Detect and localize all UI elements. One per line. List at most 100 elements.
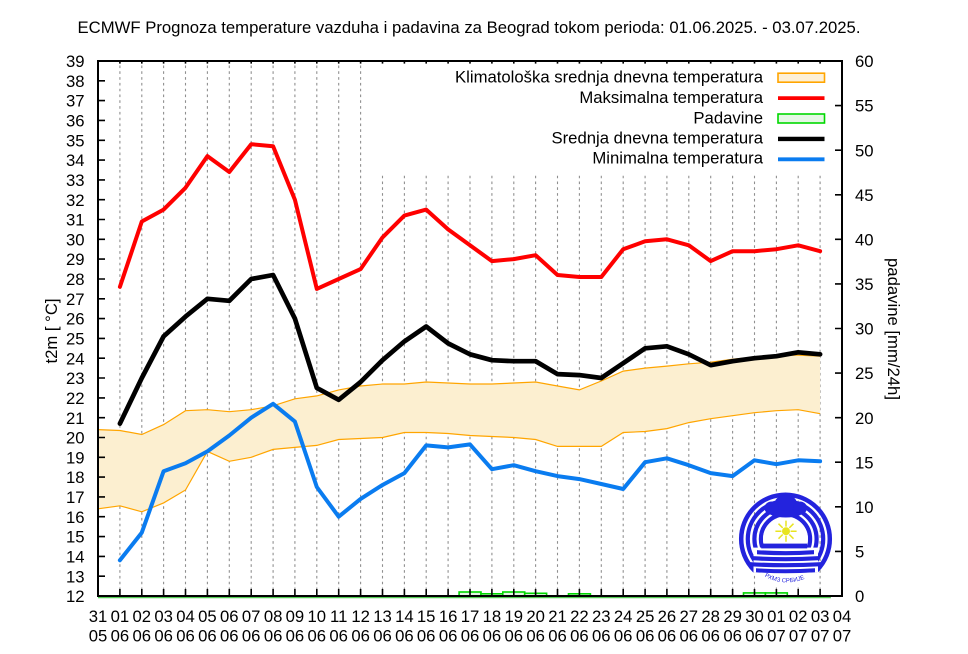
svg-text:18: 18 [66, 468, 85, 487]
svg-text:37: 37 [66, 92, 85, 111]
svg-text:27: 27 [680, 607, 699, 626]
svg-text:03: 03 [811, 607, 830, 626]
svg-text:04: 04 [176, 607, 195, 626]
svg-text:06: 06 [417, 627, 436, 646]
svg-text:31: 31 [66, 211, 85, 230]
svg-text:06: 06 [658, 627, 677, 646]
svg-text:t2m [ °C]: t2m [ °C] [42, 298, 61, 363]
svg-text:Srednja dnevna temperatura: Srednja dnevna temperatura [551, 128, 763, 147]
svg-text:06: 06 [264, 627, 283, 646]
svg-text:06: 06 [570, 627, 589, 646]
svg-text:Klimatološka srednja dnevna te: Klimatološka srednja dnevna temperatura [455, 68, 764, 87]
svg-text:05: 05 [198, 607, 217, 626]
svg-text:23: 23 [592, 607, 611, 626]
svg-text:06: 06 [329, 627, 348, 646]
svg-text:06: 06 [220, 627, 239, 646]
svg-text:Minimalna temperatura: Minimalna temperatura [592, 149, 763, 168]
svg-text:07: 07 [811, 627, 830, 646]
svg-text:13: 13 [373, 607, 392, 626]
svg-text:Maksimalna temperatura: Maksimalna temperatura [579, 88, 763, 107]
svg-text:14: 14 [66, 548, 85, 567]
svg-text:20: 20 [855, 409, 874, 428]
svg-text:16: 16 [439, 607, 458, 626]
svg-text:35: 35 [855, 275, 874, 294]
svg-text:24: 24 [614, 607, 633, 626]
svg-text:06: 06 [373, 627, 392, 646]
svg-text:26: 26 [66, 310, 85, 329]
svg-text:45: 45 [855, 186, 874, 205]
svg-text:19: 19 [505, 607, 524, 626]
svg-text:5: 5 [855, 543, 864, 562]
svg-text:22: 22 [570, 607, 589, 626]
svg-text:50: 50 [855, 141, 874, 160]
svg-text:27: 27 [66, 290, 85, 309]
svg-text:10: 10 [855, 498, 874, 517]
svg-text:19: 19 [66, 448, 85, 467]
svg-text:15: 15 [855, 453, 874, 472]
svg-text:32: 32 [66, 191, 85, 210]
svg-text:06: 06 [111, 627, 130, 646]
svg-text:07: 07 [833, 627, 852, 646]
svg-text:06: 06 [505, 627, 524, 646]
svg-text:ECMWF Prognoza temperature vaz: ECMWF Prognoza temperature vazduha i pad… [78, 18, 861, 37]
svg-text:15: 15 [417, 607, 436, 626]
svg-text:20: 20 [66, 429, 85, 448]
svg-text:17: 17 [461, 607, 480, 626]
svg-text:03: 03 [154, 607, 173, 626]
svg-text:29: 29 [723, 607, 742, 626]
svg-text:34: 34 [66, 151, 85, 170]
svg-text:18: 18 [483, 607, 502, 626]
svg-text:06: 06 [614, 627, 633, 646]
svg-text:30: 30 [855, 320, 874, 339]
svg-text:06: 06 [176, 627, 195, 646]
svg-text:06: 06 [526, 627, 545, 646]
svg-text:60: 60 [855, 52, 874, 71]
svg-text:38: 38 [66, 72, 85, 91]
svg-text:Padavine: Padavine [693, 108, 763, 127]
svg-text:28: 28 [66, 270, 85, 289]
svg-text:06: 06 [592, 627, 611, 646]
svg-text:06: 06 [286, 627, 305, 646]
svg-text:30: 30 [66, 230, 85, 249]
svg-text:02: 02 [133, 607, 152, 626]
svg-text:35: 35 [66, 131, 85, 150]
svg-text:06: 06 [198, 627, 217, 646]
svg-text:0: 0 [855, 587, 864, 606]
svg-text:12: 12 [351, 607, 370, 626]
svg-text:55: 55 [855, 97, 874, 116]
svg-text:06: 06 [242, 627, 261, 646]
svg-text:21: 21 [548, 607, 567, 626]
svg-text:08: 08 [264, 607, 283, 626]
svg-text:20: 20 [526, 607, 545, 626]
svg-text:12: 12 [66, 587, 85, 606]
svg-text:25: 25 [66, 330, 85, 349]
svg-text:25: 25 [636, 607, 655, 626]
svg-text:07: 07 [789, 627, 808, 646]
svg-text:06: 06 [461, 627, 480, 646]
svg-text:05: 05 [89, 627, 108, 646]
svg-text:23: 23 [66, 369, 85, 388]
svg-text:29: 29 [66, 250, 85, 269]
svg-text:РХМЗ СРБИЈЕ: РХМЗ СРБИЈЕ [764, 573, 806, 585]
svg-text:36: 36 [66, 112, 85, 131]
svg-text:01: 01 [111, 607, 130, 626]
svg-text:06: 06 [701, 627, 720, 646]
svg-text:06: 06 [548, 627, 567, 646]
svg-text:26: 26 [658, 607, 677, 626]
svg-text:04: 04 [833, 607, 852, 626]
svg-text:06: 06 [133, 627, 152, 646]
svg-text:06: 06 [636, 627, 655, 646]
svg-text:11: 11 [330, 607, 347, 626]
svg-text:06: 06 [395, 627, 414, 646]
svg-text:13: 13 [66, 567, 85, 586]
svg-text:02: 02 [789, 607, 808, 626]
svg-text:07: 07 [242, 607, 261, 626]
svg-text:06: 06 [723, 627, 742, 646]
svg-text:17: 17 [66, 488, 85, 507]
svg-text:15: 15 [66, 528, 85, 547]
svg-text:24: 24 [66, 349, 85, 368]
svg-text:31: 31 [89, 607, 108, 626]
svg-text:40: 40 [855, 230, 874, 249]
svg-text:16: 16 [66, 508, 85, 527]
svg-text:21: 21 [66, 409, 85, 428]
